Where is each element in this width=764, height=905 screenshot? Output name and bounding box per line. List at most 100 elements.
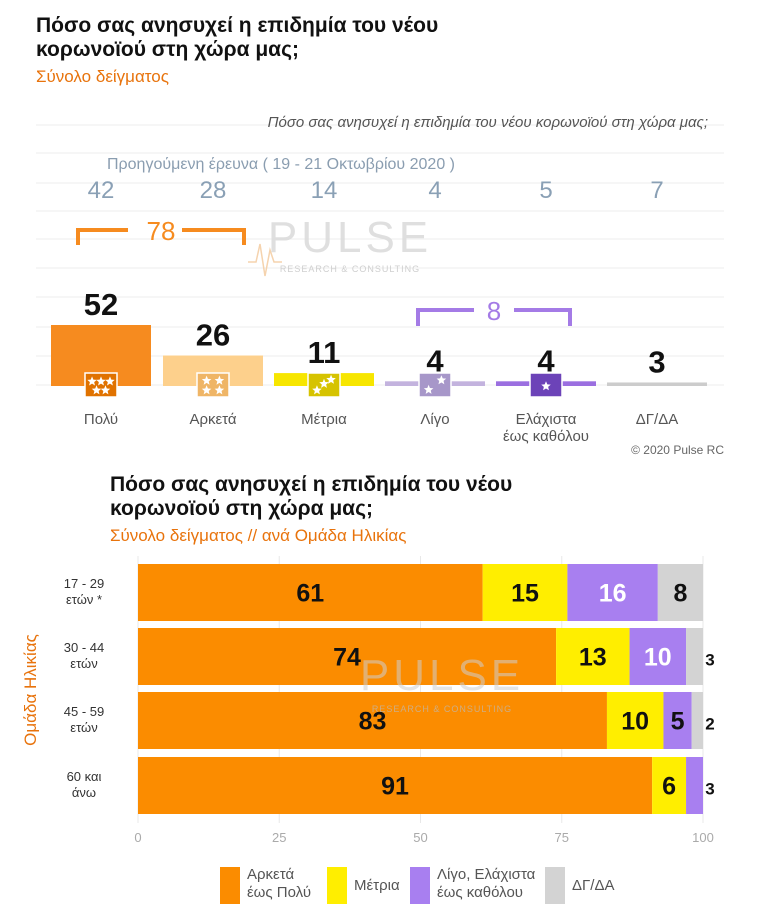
star-badge-icon	[307, 372, 341, 398]
chart2-bar-segment	[138, 564, 483, 621]
chart1-group-bracket	[76, 228, 246, 245]
chart1-group-total: 78	[147, 216, 176, 246]
star-icon	[91, 385, 102, 395]
chart2-x-tick: 0	[134, 830, 141, 845]
chart2-bar-segment	[657, 564, 703, 621]
star-icon	[214, 375, 225, 385]
chart2-bar-segment	[629, 628, 687, 685]
chart2-value-label: 16	[599, 580, 627, 608]
watermark-tagline: RESEARCH & CONSULTING	[372, 704, 512, 714]
chart2-value-label: 74	[333, 644, 361, 672]
chart1-previous-label: Προηγούμενη έρευνα ( 19 - 21 Οκτωβρίου 2…	[107, 156, 455, 173]
chart2-legend-swatch	[220, 867, 240, 904]
star-badge-icon	[418, 372, 452, 398]
chart1-value-label: 52	[84, 287, 118, 322]
chart2-y-axis-label: Ομάδα Ηλικίας	[21, 634, 40, 746]
chart1-category-label: ΔΓ/ΔΑ	[636, 411, 678, 428]
chart2-legend-label: ΔΓ/ΔΑ	[572, 877, 614, 894]
chart2-value-label: 13	[579, 644, 607, 672]
chart2-legend-swatch	[327, 867, 347, 904]
chart2-value-label: 91	[381, 773, 409, 801]
chart2-legend-label: Λίγο, Ελάχιστα έως καθόλου	[437, 866, 536, 901]
chart1-question: Πόσο σας ανησυχεί η επιδημία του νέου κο…	[268, 114, 708, 131]
chart2-legend-label: Αρκετά έως Πολύ	[247, 866, 311, 901]
chart2-value-label: 8	[673, 580, 687, 608]
watermark-tagline: RESEARCH & CONSULTING	[280, 264, 420, 274]
chart1-value-label: 3	[648, 344, 665, 379]
watermark-brand: PULSE	[268, 213, 432, 262]
chart1-group-bracket	[416, 308, 572, 326]
chart2-value-label: 6	[662, 773, 676, 801]
chart2: 0 25 50 75 100 61 15 16 8 74 13 10 3 83 10 5 2 91 6 3 Ομάδα …	[21, 556, 715, 904]
chart2-subtitle: Σύνολο δείγματος // ανά Ομάδα Ηλικίας	[110, 526, 407, 545]
chart2-bar-segment	[606, 692, 664, 749]
chart2-bar-segment	[556, 628, 630, 685]
chart2-bar-segment	[138, 757, 653, 814]
chart1-value-label: 4	[537, 343, 555, 378]
star-icon	[214, 385, 225, 395]
chart2-bar-segment	[686, 628, 703, 685]
chart2-value-label: 10	[644, 644, 672, 672]
chart2-title: Πόσο σας ανησυχεί η επιδημία του νέου κο…	[110, 473, 513, 520]
chart2-legend-swatch	[545, 867, 565, 904]
chart1-previous-value: 5	[539, 177, 552, 204]
chart2-bar-segment	[663, 692, 692, 749]
chart2-bar-segment	[138, 692, 607, 749]
chart2-bar-segment	[482, 564, 568, 621]
chart2-value-label: 10	[621, 708, 649, 736]
star-icon	[326, 374, 336, 384]
star-icon	[319, 378, 329, 388]
chart1-title: Πόσο σας ανησυχεί η επιδημία του νέου κο…	[36, 14, 439, 61]
chart1-category-label: Ελάχιστα έως καθόλου	[503, 411, 589, 445]
chart2-x-tick: 100	[692, 830, 714, 845]
chart1-previous-value: 4	[428, 177, 441, 204]
star-icon	[423, 384, 434, 394]
chart2-value-label: 3	[705, 780, 714, 799]
chart2-legend-label: Μέτρια	[354, 877, 400, 894]
star-icon	[100, 385, 111, 395]
chart1-category-label: Πολύ	[84, 411, 118, 428]
star-icon	[201, 385, 212, 395]
chart1-category-label: Λίγο	[420, 411, 449, 428]
chart1-category-label: Αρκετά	[189, 411, 236, 428]
chart1-value-label: 11	[308, 335, 341, 370]
chart2-value-label: 2	[705, 715, 714, 734]
chart2-bar-segment	[652, 757, 687, 814]
chart1-subtitle: Σύνολο δείγματος	[36, 67, 169, 86]
chart2-value-label: 15	[511, 580, 539, 608]
chart1-previous-value: 42	[88, 177, 115, 204]
star-icon	[312, 385, 322, 395]
star-badge-icon	[529, 372, 563, 398]
chart2-value-label: 5	[671, 708, 685, 736]
pulse-wave-icon	[248, 243, 282, 277]
chart2-x-tick: 25	[272, 830, 286, 845]
chart1-bar	[607, 382, 707, 386]
chart2-value-label: 83	[359, 708, 387, 736]
chart1-previous-value: 28	[200, 177, 227, 204]
star-icon	[201, 375, 212, 385]
star-icon	[436, 375, 447, 385]
chart1-copyright: © 2020 Pulse RC	[631, 443, 724, 457]
chart2-value-label: 3	[705, 651, 714, 670]
chart1-previous-value: 14	[311, 177, 338, 204]
chart2-category-label: 45 - 59 ετών	[64, 704, 104, 735]
chart2-category-label: 17 - 29 ετών *	[64, 576, 104, 607]
chart2-legend-swatch	[410, 867, 430, 904]
chart2-category-label: 30 - 44 ετών	[64, 640, 104, 671]
chart2-bar-segment	[567, 564, 658, 621]
chart2-x-tick: 75	[555, 830, 569, 845]
chart1-value-label: 4	[426, 343, 444, 378]
star-icon	[105, 376, 115, 386]
chart2-bar-segment	[138, 628, 557, 685]
chart2-x-tick: 50	[413, 830, 427, 845]
star-icon	[87, 376, 97, 386]
chart1-category-label: Μέτρια	[301, 411, 347, 428]
chart2-bar-segment	[691, 692, 703, 749]
chart1-value-label: 26	[196, 318, 230, 353]
chart1: Πόσο σας ανησυχεί η επιδημία του νέου κο…	[36, 114, 724, 457]
chart2-bar-segment	[686, 757, 703, 814]
chart2-value-label: 61	[296, 580, 324, 608]
chart2-category-label: 60 και άνω	[67, 769, 102, 800]
star-icon	[541, 381, 551, 391]
